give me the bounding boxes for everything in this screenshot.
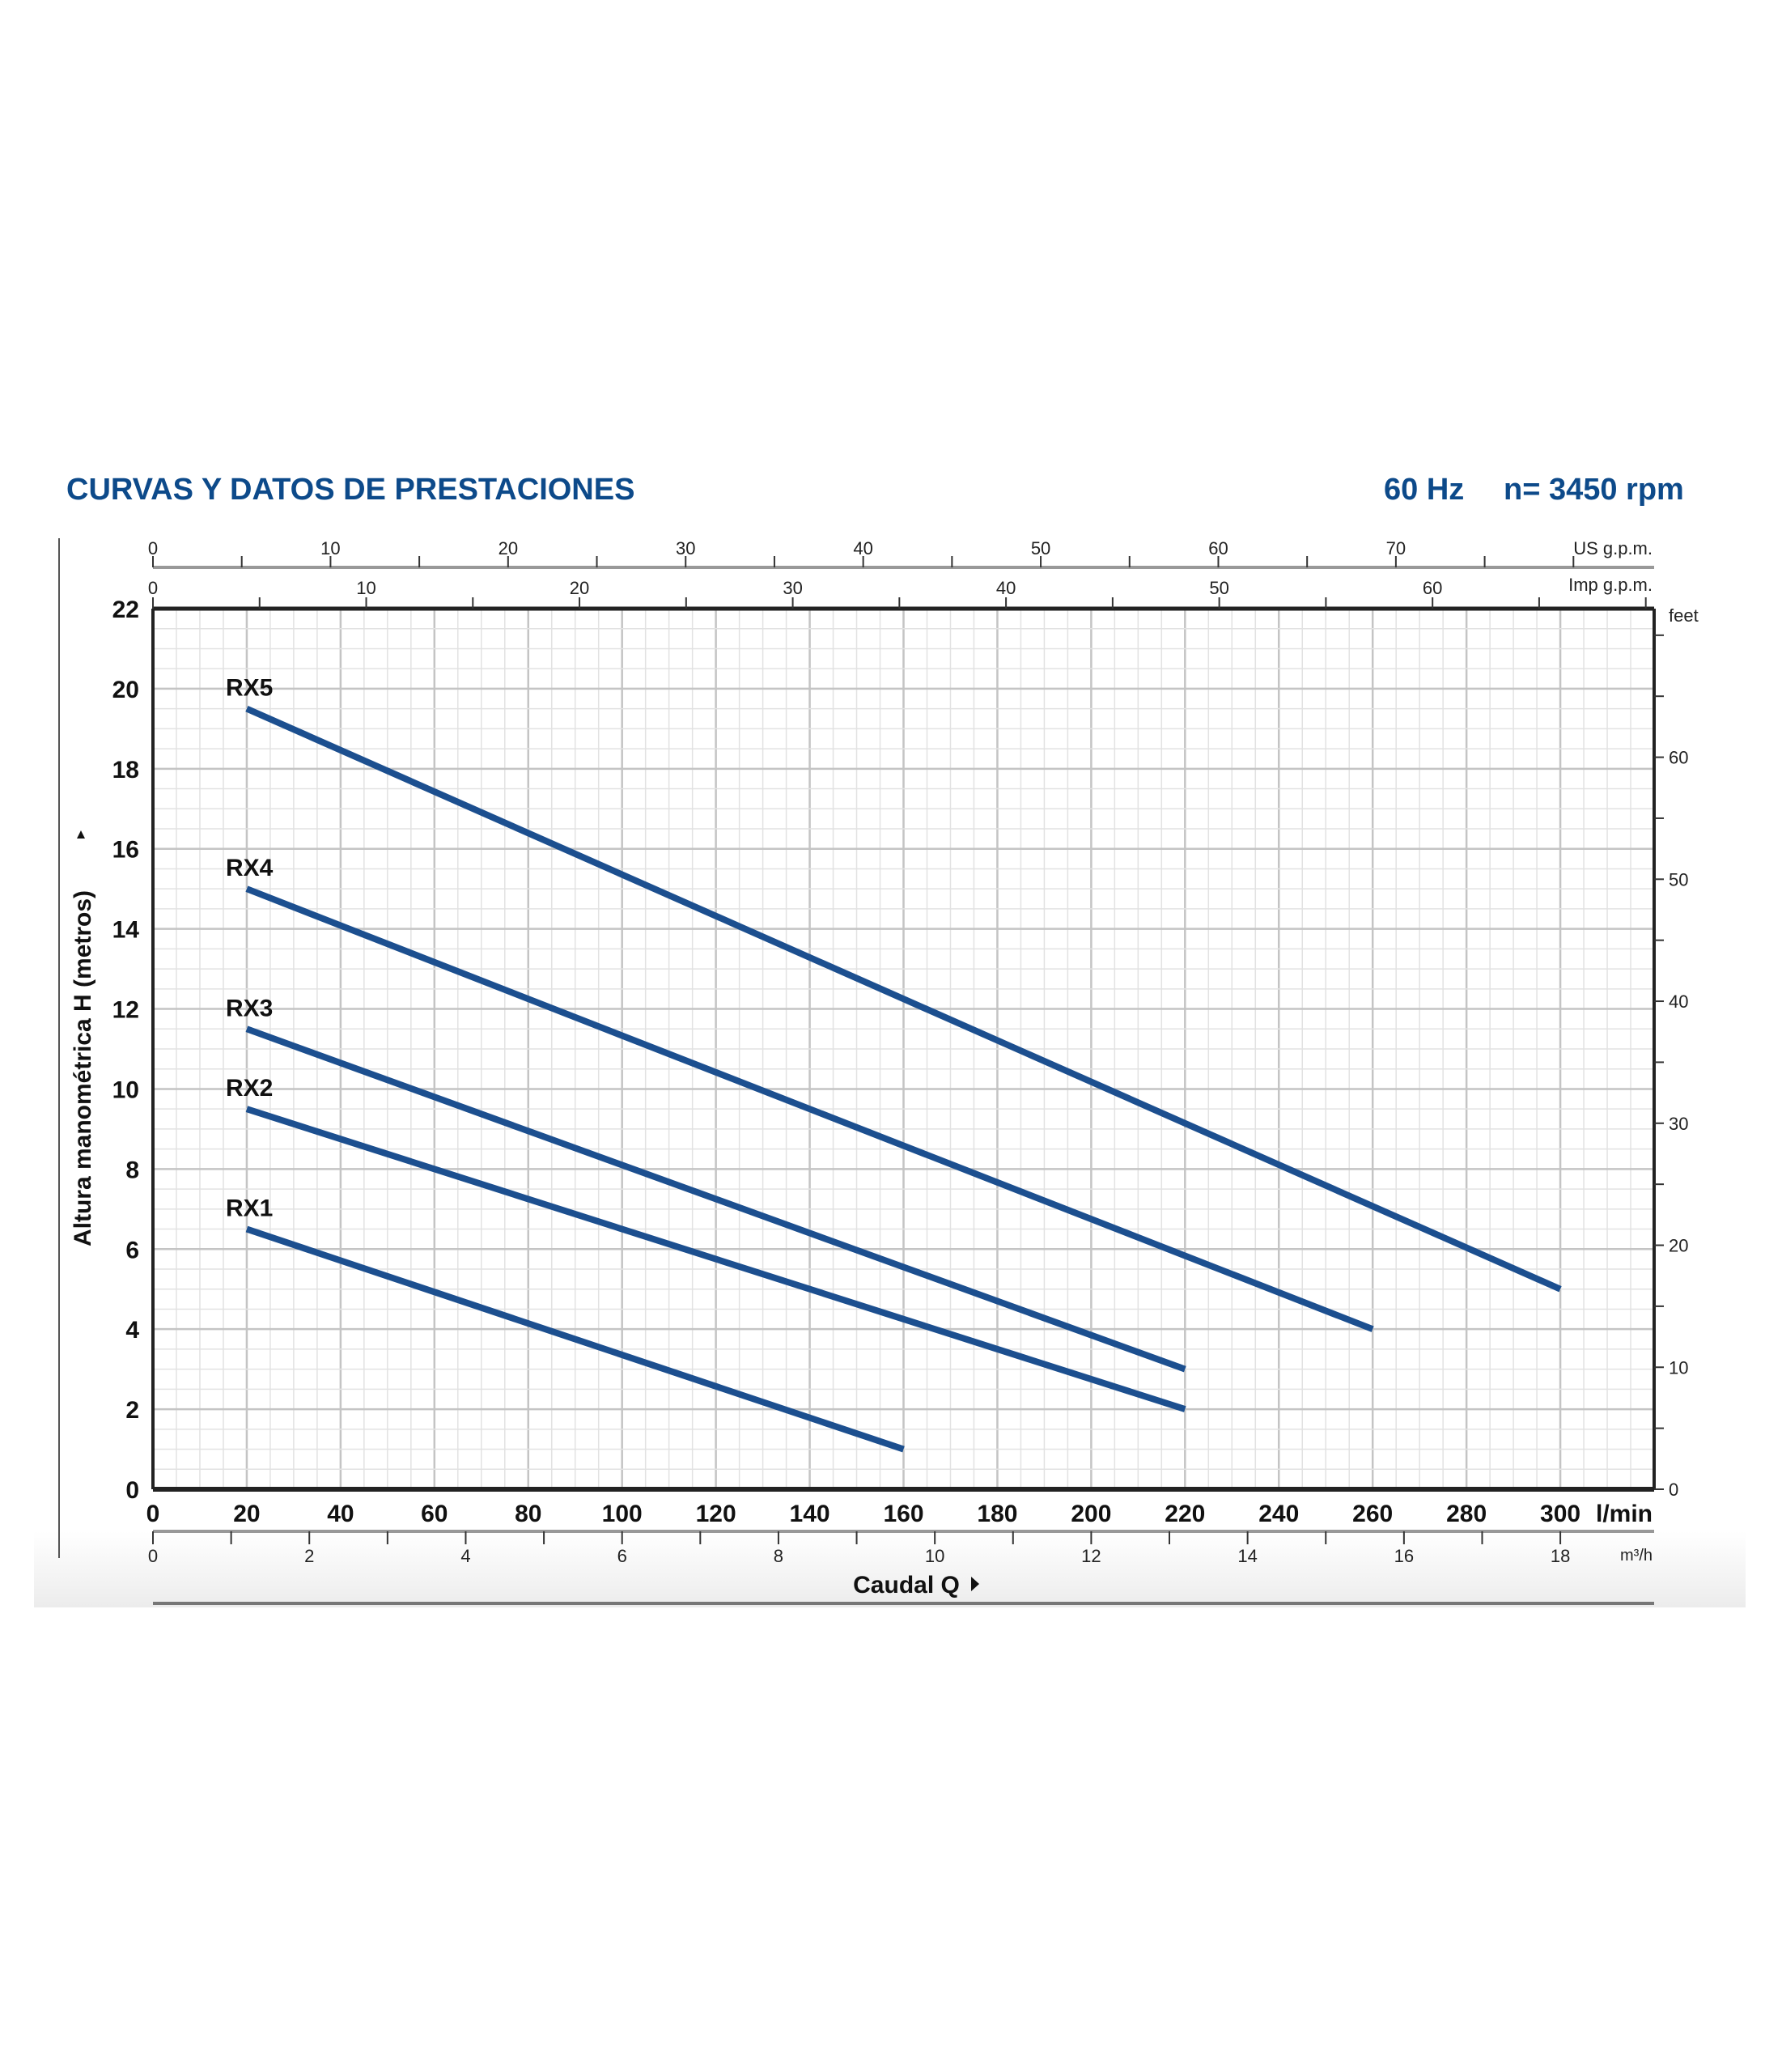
y-tick-label: 16 [112,837,139,864]
x-tick-label: 220 [1165,1501,1205,1527]
m3h-tick-label: 0 [148,1546,158,1566]
x-tick-label: 260 [1352,1501,1393,1527]
y-axis-title: Altura manométrica H (metros) [70,890,96,1246]
m3h-tick-label: 4 [460,1546,470,1566]
imp-gpm-tick-label: 10 [356,578,375,598]
x-tick-label: 40 [327,1501,354,1527]
y-tick-label: 0 [125,1477,139,1504]
axes: 0 20 40 60 80 100 120 140 160 180 200 220 240 260 280 3… [112,538,1699,1566]
feet-tick-label: 10 [1669,1357,1688,1378]
y-tick-label: 20 [112,677,139,703]
x-tick-label: 300 [1540,1501,1580,1527]
x-axis-title: Caudal Q [853,1572,960,1599]
feet-tick-label: 30 [1669,1114,1688,1134]
imp-gpm-unit-label: Imp g.p.m. [1568,575,1653,595]
m3h-tick-label: 6 [617,1546,627,1566]
m3h-tick-label: 10 [925,1546,944,1566]
x-tick-label: 280 [1446,1501,1487,1527]
x-tick-label: 120 [696,1501,736,1527]
x-tick-label: 100 [602,1501,643,1527]
y-axis-arrow-icon [77,830,85,839]
y-tick-label: 2 [125,1397,139,1424]
y-tick-label: 12 [112,997,139,1024]
x-tick-label: 160 [883,1501,923,1527]
us-gpm-tick-label: 20 [499,538,518,558]
x-tick-label: 0 [146,1501,160,1527]
chart-title: CURVAS Y DATOS DE PRESTACIONES [66,473,634,507]
x-tick-label: 180 [977,1501,1017,1527]
curve-label-rx4: RX4 [226,855,274,881]
x-tick-label: 60 [421,1501,448,1527]
us-gpm-tick-label: 0 [148,538,158,558]
bottom-shade-band [34,1531,1746,1607]
m3h-unit-label: m³/h [1620,1547,1653,1565]
imp-gpm-tick-label: 0 [148,578,158,598]
imp-gpm-tick-label: 30 [783,578,802,598]
feet-unit-label: feet [1669,605,1699,626]
x-unit-label: l/min [1596,1501,1653,1527]
m3h-tick-label: 8 [774,1546,783,1566]
curve-label-rx3: RX3 [226,995,273,1021]
frequency-label: 60 Hz [1384,473,1464,507]
imp-gpm-tick-label: 20 [570,578,589,598]
y-tick-label: 14 [112,917,140,944]
feet-tick-label: 50 [1669,869,1688,890]
feet-tick-label: 20 [1669,1236,1688,1256]
y-tick-label: 22 [112,597,139,623]
feet-tick-label: 0 [1669,1480,1678,1500]
m3h-tick-label: 12 [1081,1546,1101,1566]
y-tick-label: 4 [125,1317,139,1344]
y-tick-label: 6 [125,1237,139,1263]
m3h-tick-label: 18 [1551,1546,1570,1566]
us-gpm-unit-label: US g.p.m. [1573,538,1653,558]
us-gpm-tick-label: 30 [676,538,695,558]
x-tick-label: 20 [233,1501,260,1527]
us-gpm-tick-label: 50 [1031,538,1050,558]
curve-label-rx1: RX1 [226,1195,273,1222]
curve-rx2 [245,1106,1186,1412]
feet-tick-label: 60 [1669,748,1688,768]
curve-rx1 [245,1225,905,1453]
curve-rx5 [245,705,1562,1293]
curve-rx3 [245,1025,1186,1373]
series-group: RX5 RX4 RX3 RX2 RX1 [226,675,1562,1453]
curve-label-rx5: RX5 [226,675,273,702]
us-gpm-tick-label: 40 [853,538,872,558]
imp-gpm-tick-label: 50 [1209,578,1228,598]
curve-label-rx2: RX2 [226,1075,273,1102]
grid [151,607,1656,1491]
y-tick-label: 8 [125,1157,139,1183]
y-tick-label: 18 [112,757,139,783]
feet-tick-label: 40 [1669,991,1688,1012]
x-tick-label: 140 [790,1501,830,1527]
us-gpm-tick-label: 70 [1386,538,1406,558]
imp-gpm-tick-label: 60 [1423,578,1442,598]
x-tick-label: 200 [1071,1501,1111,1527]
m3h-tick-label: 16 [1394,1546,1414,1566]
imp-gpm-tick-label: 40 [996,578,1016,598]
x-tick-label: 240 [1258,1501,1299,1527]
us-gpm-tick-label: 10 [320,538,340,558]
x-axis-arrow-icon [971,1577,979,1591]
x-tick-label: 80 [515,1501,541,1527]
curve-rx4 [245,885,1374,1332]
speed-label: n= 3450 rpm [1504,473,1684,507]
m3h-tick-label: 14 [1237,1546,1257,1566]
m3h-tick-label: 2 [304,1546,314,1566]
y-tick-label: 10 [112,1076,139,1103]
us-gpm-tick-label: 60 [1208,538,1228,558]
